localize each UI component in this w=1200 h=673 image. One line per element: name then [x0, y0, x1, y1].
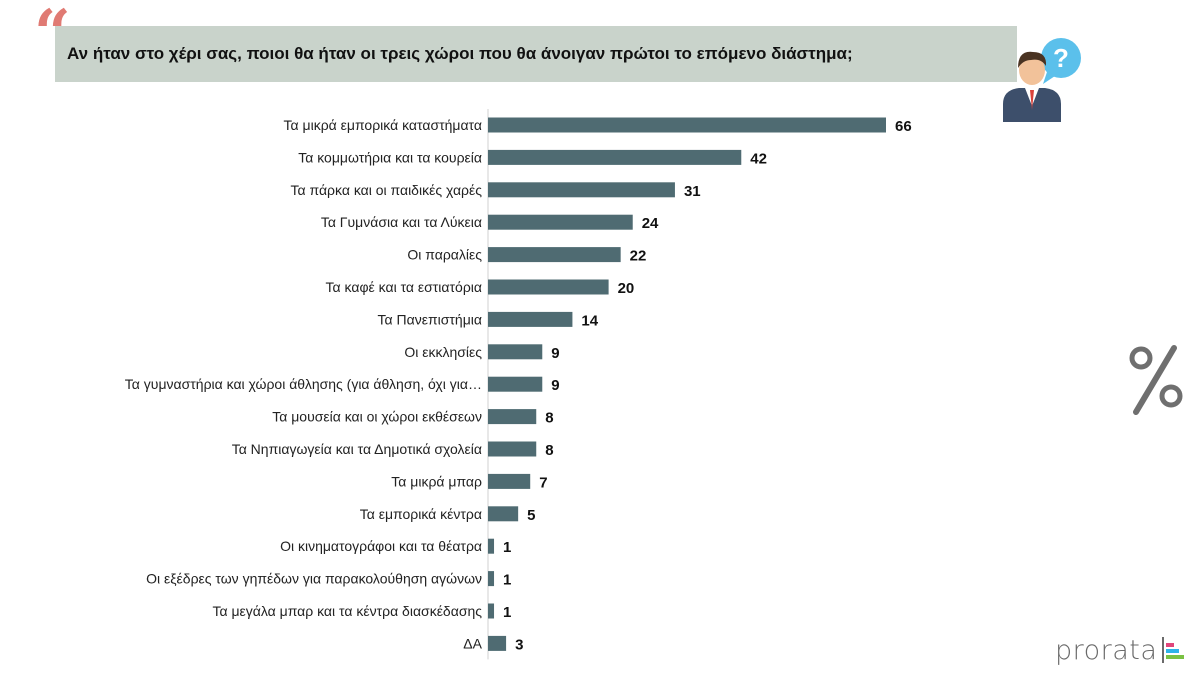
value-label: 1: [503, 539, 511, 556]
category-label: Τα Γυμνάσια και τα Λύκεια: [321, 214, 482, 230]
bar: [488, 635, 507, 651]
value-label: 20: [618, 280, 635, 297]
category-label: Τα μουσεία και οι χώροι εκθέσεων: [272, 409, 482, 425]
category-label: ΔΑ: [463, 635, 482, 651]
bar: [488, 506, 519, 522]
value-label: 7: [539, 474, 547, 491]
value-label: 8: [545, 410, 553, 427]
value-label: 14: [581, 312, 598, 329]
category-label: Οι εκκλησίες: [404, 344, 482, 360]
category-label: Οι παραλίες: [407, 247, 482, 263]
logo-wordmark: prorata: [1055, 634, 1158, 666]
question-banner: Αν ήταν στο χέρι σας, ποιοι θα ήταν οι τ…: [55, 26, 1017, 82]
bar: [488, 344, 543, 360]
bar: [488, 473, 531, 489]
category-label: Τα καφέ και τα εστιατόρια: [326, 279, 482, 295]
bar: [488, 376, 543, 392]
bar: [488, 149, 742, 165]
bar: [488, 603, 495, 619]
value-label: 8: [545, 442, 553, 459]
value-label: 66: [895, 118, 912, 135]
value-label: 3: [515, 636, 523, 653]
value-label: 31: [684, 183, 701, 200]
value-label: 1: [503, 572, 511, 589]
value-label: 22: [630, 248, 647, 265]
category-label: Τα μεγάλα μπαρ και τα κέντρα διασκέδασης: [212, 603, 482, 619]
category-label: Τα μικρά μπαρ: [391, 473, 482, 489]
category-label: Οι κινηματογράφοι και τα θέατρα: [280, 538, 482, 554]
bar: [488, 441, 537, 457]
category-label: Τα Νηπιαγωγεία και τα Δημοτικά σχολεία: [232, 441, 482, 457]
category-label: Τα εμπορικά κέντρα: [360, 506, 482, 522]
bar: [488, 409, 537, 425]
value-label: 5: [527, 507, 535, 524]
bar: [488, 247, 621, 263]
category-label: Τα μικρά εμπορικά καταστήματα: [284, 117, 482, 133]
bar: [488, 538, 495, 554]
value-label: 42: [750, 150, 767, 167]
value-label: 9: [551, 345, 559, 362]
question-title: Αν ήταν στο χέρι σας, ποιοι θα ήταν οι τ…: [67, 44, 853, 63]
category-label: Τα γυμναστήρια και χώροι άθλησης (για άθ…: [125, 376, 482, 392]
value-label: 9: [551, 377, 559, 394]
bar: [488, 571, 495, 587]
bar: [488, 214, 633, 230]
bar: [488, 311, 573, 327]
bar: [488, 182, 675, 198]
logo-bars-icon: [1162, 637, 1185, 663]
category-label: Οι εξέδρες των γηπέδων για παρακολούθηση…: [146, 571, 482, 587]
value-label: 1: [503, 604, 511, 621]
prorata-logo: prorata: [1055, 632, 1187, 668]
person-question-icon: ?: [1003, 38, 1081, 122]
category-label: Τα Πανεπιστήμια: [378, 311, 482, 327]
category-label: Τα πάρκα και οι παιδικές χαρές: [290, 182, 482, 198]
category-label: Τα κομμωτήρια και τα κουρεία: [298, 149, 482, 165]
bar: [488, 279, 609, 295]
question-mark-glyph: ?: [1053, 43, 1069, 73]
percent-icon: [1129, 345, 1183, 415]
value-label: 24: [642, 215, 659, 232]
bar: [488, 117, 886, 133]
